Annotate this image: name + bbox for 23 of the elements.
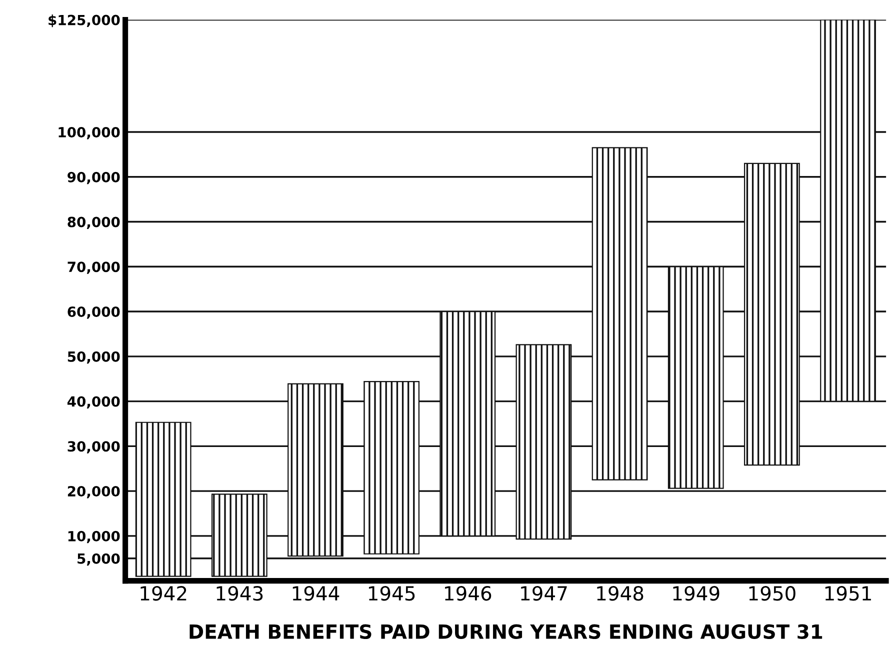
y-tick-label: $125,000 bbox=[48, 14, 120, 28]
y-tick-label: 5,000 bbox=[78, 553, 120, 566]
x-tick-label: 1951 bbox=[825, 586, 871, 601]
y-tick-label: 80,000 bbox=[68, 216, 120, 230]
x-tick-label: 1943 bbox=[216, 586, 263, 601]
y-tick-label: 50,000 bbox=[68, 351, 120, 364]
x-tick-label: 1945 bbox=[368, 586, 415, 601]
x-axis-title: DEATH BENEFITS PAID DURING YEARS ENDING AUGUST 31 bbox=[190, 624, 822, 639]
y-tick-label: 60,000 bbox=[68, 306, 120, 319]
y-tick-label: 90,000 bbox=[68, 172, 120, 184]
y-tick-label: 10,000 bbox=[68, 530, 120, 544]
y-tick-label: 30,000 bbox=[68, 441, 120, 454]
y-tick-label: 70,000 bbox=[68, 262, 120, 274]
y-tick-label: 40,000 bbox=[67, 396, 120, 409]
x-tick-label: 1948 bbox=[597, 586, 644, 601]
x-tick-label: 1947 bbox=[521, 586, 567, 601]
y-tick-label: 100,000 bbox=[58, 126, 120, 140]
x-tick-label: 1949 bbox=[673, 586, 720, 601]
y-tick-label: 20,000 bbox=[68, 486, 120, 498]
x-tick-label: 1942 bbox=[140, 586, 186, 601]
x-tick-label: 1946 bbox=[445, 586, 492, 601]
x-tick-label: 1944 bbox=[292, 586, 340, 601]
x-tick-label: 1950 bbox=[749, 586, 796, 601]
